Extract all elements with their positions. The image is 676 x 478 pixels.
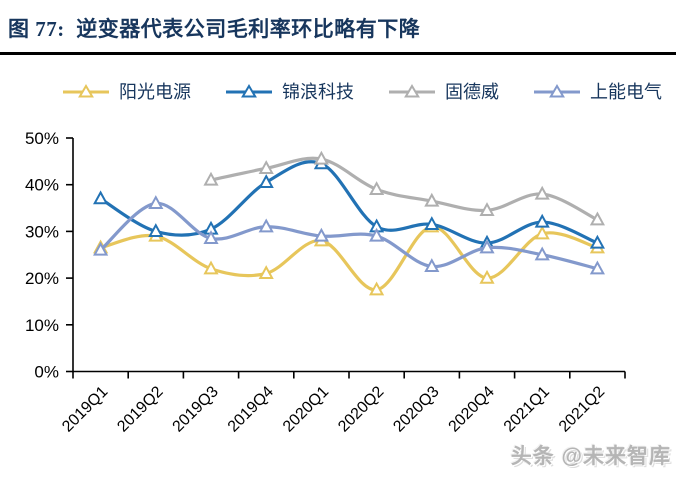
- svg-text:40%: 40%: [25, 176, 59, 195]
- svg-text:2020Q2: 2020Q2: [335, 383, 387, 435]
- line-triangle-marker-icon: [533, 83, 581, 99]
- legend-label: 锦浪科技: [282, 82, 354, 102]
- svg-text:30%: 30%: [25, 222, 59, 241]
- legend-item-sineng: 上能电气: [533, 78, 662, 104]
- legend-label: 上能电气: [590, 82, 662, 102]
- legend-item-goodwe: 固德威: [388, 78, 499, 104]
- figure-title: 图 77: 逆变器代表公司毛利率环比略有下降: [8, 17, 421, 41]
- svg-text:2020Q3: 2020Q3: [390, 383, 442, 435]
- svg-text:0%: 0%: [34, 363, 59, 382]
- svg-text:2019Q1: 2019Q1: [59, 383, 111, 435]
- legend-item-sungrow: 阳光电源: [62, 78, 191, 104]
- watermark: 头条 @未来智库: [510, 445, 671, 468]
- line-triangle-marker-icon: [225, 83, 273, 99]
- legend-item-ginlong: 锦浪科技: [225, 78, 354, 104]
- legend-label: 固德威: [445, 82, 499, 102]
- svg-text:2021Q2: 2021Q2: [556, 383, 608, 435]
- svg-text:50%: 50%: [25, 129, 59, 148]
- svg-text:2021Q1: 2021Q1: [501, 383, 553, 435]
- svg-text:2019Q2: 2019Q2: [114, 383, 166, 435]
- svg-text:2020Q1: 2020Q1: [280, 383, 332, 435]
- svg-text:2019Q3: 2019Q3: [170, 383, 222, 435]
- legend-label: 阳光电源: [119, 82, 191, 102]
- svg-text:10%: 10%: [25, 316, 59, 335]
- svg-text:2020Q4: 2020Q4: [446, 383, 498, 435]
- svg-text:2019Q4: 2019Q4: [225, 383, 277, 435]
- line-triangle-marker-icon: [62, 83, 110, 99]
- title-divider: [0, 52, 676, 55]
- line-triangle-marker-icon: [388, 83, 436, 99]
- chart-legend: 阳光电源 锦浪科技 固德威 上能电气: [62, 78, 662, 104]
- svg-text:20%: 20%: [25, 269, 59, 288]
